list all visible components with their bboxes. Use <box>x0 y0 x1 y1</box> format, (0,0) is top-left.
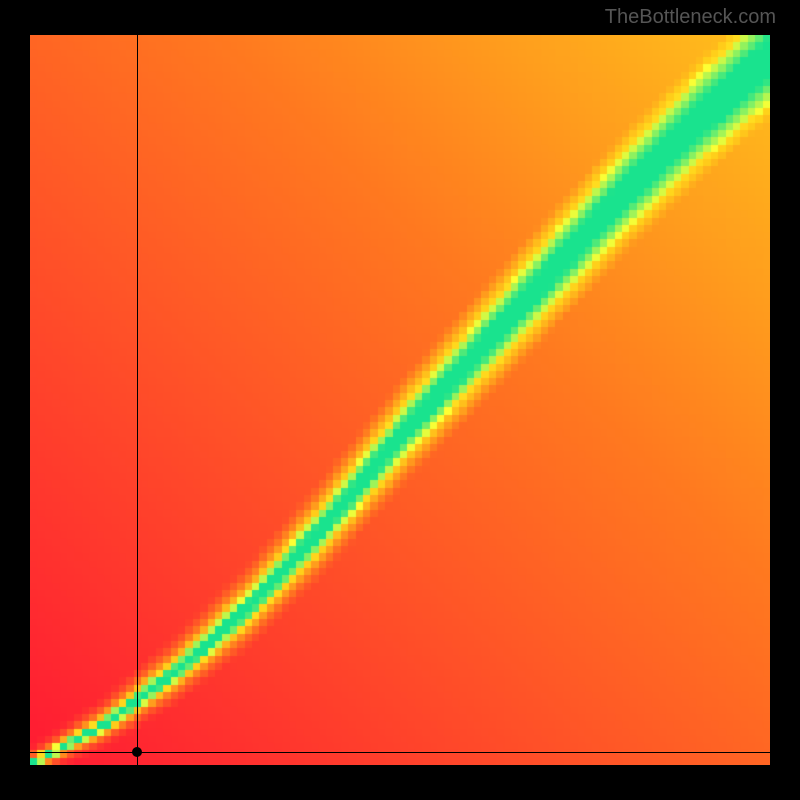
crosshair-marker <box>132 747 142 757</box>
attribution-text: TheBottleneck.com <box>605 6 776 29</box>
plot-area <box>30 35 770 765</box>
heatmap-canvas <box>30 35 770 765</box>
crosshair-vertical <box>137 35 138 765</box>
